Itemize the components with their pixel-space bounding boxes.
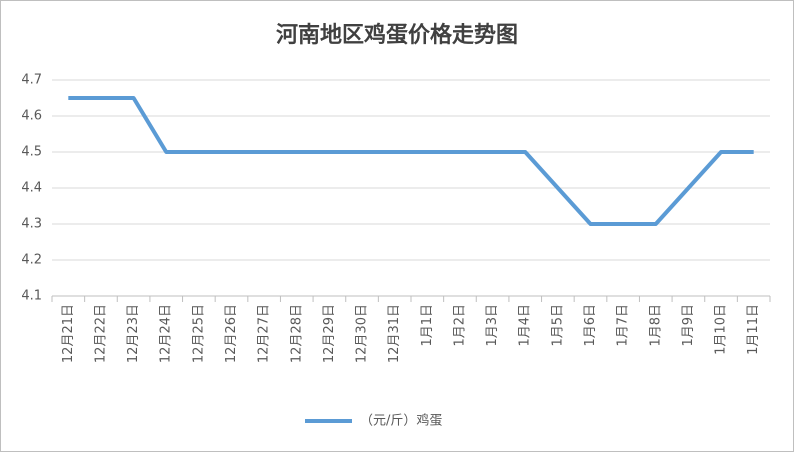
y-tick-label: 4.3 — [21, 217, 42, 232]
y-tick-label: 4.2 — [21, 253, 42, 268]
y-tick-label: 4.7 — [21, 73, 42, 88]
x-tick-label: 12月30日 — [355, 304, 370, 363]
x-tick-label: 12月27日 — [257, 304, 272, 363]
x-tick-label: 12月26日 — [224, 304, 239, 363]
x-tick-label: 1月5日 — [550, 304, 565, 347]
data-line — [68, 96, 754, 226]
x-tick-label: 12月23日 — [126, 304, 141, 363]
y-tick-label: 4.6 — [21, 109, 42, 124]
x-tick-label: 12月25日 — [191, 304, 206, 363]
y-tick-label: 4.4 — [21, 181, 42, 196]
x-tick-label: 1月4日 — [518, 304, 533, 347]
x-tick-label: 1月11日 — [746, 304, 761, 355]
x-tick-label: 1月3日 — [485, 304, 500, 347]
x-tick-label: 1月8日 — [648, 304, 663, 347]
legend-label: （元/斤）鸡蛋 — [360, 413, 442, 429]
x-tick-label: 12月21日 — [61, 304, 76, 363]
x-tick-label: 1月9日 — [681, 304, 696, 347]
x-tick-label: 12月31日 — [387, 304, 402, 363]
y-tick-label: 4.1 — [21, 289, 42, 304]
x-tick-label: 12月24日 — [159, 304, 174, 363]
x-tick-label: 1月6日 — [583, 304, 598, 347]
y-tick-label: 4.5 — [21, 145, 42, 160]
x-tick-label: 12月29日 — [322, 304, 337, 363]
chart-title: 河南地区鸡蛋价格走势图 — [276, 22, 518, 48]
x-tick-label: 12月28日 — [289, 304, 304, 363]
x-tick-label: 1月10日 — [714, 304, 729, 355]
x-tick-label: 1月2日 — [452, 304, 467, 347]
x-tick-label: 1月7日 — [616, 304, 631, 347]
x-tick-label: 12月22日 — [93, 304, 108, 363]
x-tick-label: 1月1日 — [420, 304, 435, 347]
